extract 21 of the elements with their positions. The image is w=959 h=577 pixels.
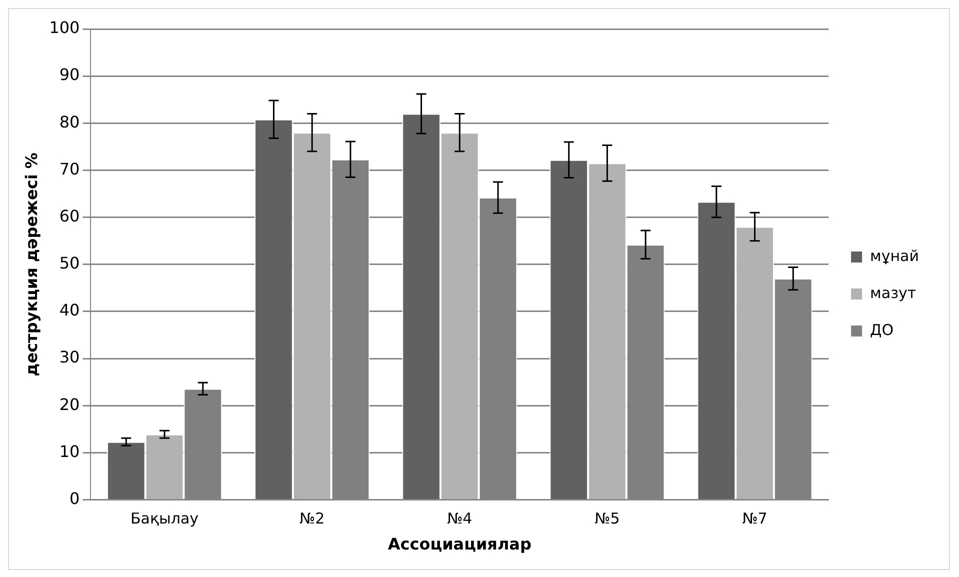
y-tick-label: 10 <box>59 442 80 461</box>
y-tick-label: 50 <box>59 254 80 273</box>
x-tick-label: Бақылау <box>130 510 199 528</box>
y-tick-label: 70 <box>59 159 80 178</box>
y-axis-title: деструкция дәрежесі % <box>22 152 41 376</box>
x-tick-label: №5 <box>594 510 620 528</box>
legend-label: мазут <box>870 284 916 302</box>
y-tick-label: 0 <box>70 488 80 508</box>
y-tick-label: 40 <box>59 300 80 320</box>
legend-label: ДО <box>870 320 894 339</box>
x-tick-label: №2 <box>300 510 325 528</box>
x-tick-label: №7 <box>742 510 768 528</box>
y-tick-label: 100 <box>49 18 80 38</box>
y-tick-label: 30 <box>59 348 80 367</box>
x-tick-label: №4 <box>447 510 472 528</box>
legend-label: мұнай <box>870 246 920 265</box>
y-tick-label: 20 <box>59 394 80 414</box>
y-tick-label: 80 <box>59 112 80 132</box>
y-tick-label: 90 <box>59 65 80 84</box>
y-tick-label: 60 <box>59 206 80 226</box>
x-axis-title: Ассоциациялар <box>388 534 532 554</box>
